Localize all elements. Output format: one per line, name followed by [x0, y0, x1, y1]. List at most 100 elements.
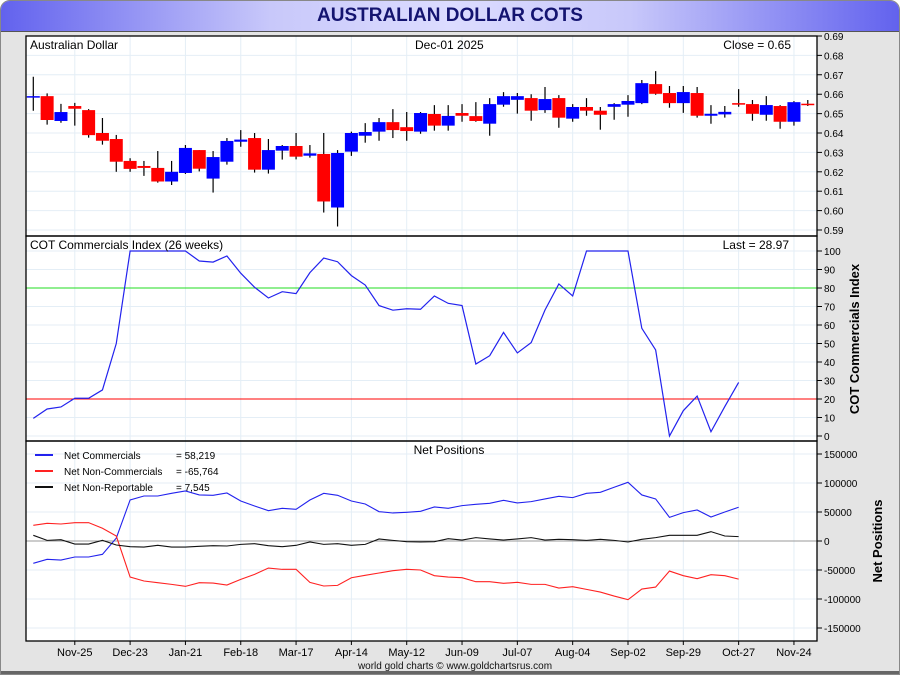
index-tick-label: 50 [824, 340, 836, 351]
panel-frames [25, 35, 818, 642]
net-tick-label: 50000 [824, 508, 852, 519]
x-tick-label: Jan-21 [169, 647, 203, 659]
candle-down [773, 106, 787, 122]
cot-index-title: COT Commercials Index (26 weeks) [30, 238, 223, 252]
candle-up [165, 171, 179, 182]
index-tick-label: 100 [824, 247, 841, 258]
net-commercials-line [33, 481, 739, 564]
price-tick-label: 0.68 [824, 51, 844, 62]
candle-up [538, 99, 552, 111]
index-tick-label: 30 [824, 377, 836, 388]
candle-up [483, 104, 497, 124]
index-tick-label: 60 [824, 321, 836, 332]
candle-down [317, 153, 331, 202]
candle-up [566, 107, 580, 119]
footer-credit: world gold charts © www.goldchartsrus.co… [357, 661, 552, 672]
candle-down [82, 110, 96, 136]
net-tick-label: -100000 [824, 595, 861, 606]
price-tick-label: 0.65 [824, 110, 844, 121]
plot-background [26, 36, 817, 641]
candle-up [303, 153, 317, 156]
candle-up [234, 139, 248, 142]
candle-down [455, 113, 469, 116]
net-tick-label: 0 [824, 537, 830, 548]
candle-down [690, 93, 704, 116]
candle-down [95, 133, 109, 141]
x-tick-label: Nov-25 [57, 647, 92, 659]
candle-down [192, 150, 206, 169]
candle-down [151, 167, 165, 182]
index-tick-label: 80 [824, 284, 836, 295]
price-tick-label: 0.67 [824, 71, 844, 82]
index-tick-label: 70 [824, 303, 836, 314]
legend-label-non-commercials: Net Non-Commercials [64, 467, 162, 478]
x-tick-label: May-12 [388, 647, 425, 659]
index-tick-label: 40 [824, 358, 836, 369]
legend: Net Commercials = 58,219 Net Non-Commerc… [35, 451, 219, 494]
legend-value-commercials: = 58,219 [176, 451, 216, 462]
net-tick-label: -150000 [824, 624, 861, 635]
candle-up [787, 102, 801, 122]
candle-up [275, 145, 289, 151]
candle-down [662, 93, 676, 104]
candle-down [248, 138, 262, 170]
price-tick-label: 0.66 [824, 90, 844, 101]
candle-up [331, 152, 345, 208]
candle-up [178, 147, 192, 173]
price-tick-label: 0.60 [824, 207, 844, 218]
candle-up [414, 113, 428, 132]
legend-label-non-reportable: Net Non-Reportable [64, 483, 153, 494]
marks [26, 71, 817, 601]
candle-up [220, 140, 234, 162]
candle-up [441, 115, 455, 126]
candle-down [68, 106, 82, 109]
candle-up [621, 100, 635, 105]
x-tick-label: Feb-18 [223, 647, 258, 659]
candle-up [497, 96, 511, 105]
candle-down [524, 98, 538, 111]
candle-up [358, 132, 372, 136]
bottom-bar [1, 671, 899, 674]
x-tick-label: Aug-04 [555, 647, 590, 659]
x-tick-label: Apr-14 [335, 647, 368, 659]
legend-value-non-reportable: = 7,545 [176, 483, 210, 494]
candle-up [54, 112, 68, 121]
x-tick-label: Oct-27 [722, 647, 755, 659]
net-positions-axis-title: Net Positions [870, 499, 885, 582]
candle-up [676, 92, 690, 104]
candle-down [552, 98, 566, 118]
legend-label-commercials: Net Commercials [64, 451, 141, 462]
candle-up [261, 150, 275, 170]
index-tick-label: 0 [824, 432, 830, 443]
cot-index-axis-title: COT Commercials Index [847, 263, 862, 414]
candle-up [510, 96, 524, 100]
candle-up [704, 113, 718, 116]
index-tick-label: 90 [824, 266, 836, 277]
net-positions-title: Net Positions [414, 443, 485, 457]
candle-down [469, 116, 483, 121]
candle-up [635, 83, 649, 104]
last-label: Last = 28.97 [723, 238, 790, 252]
close-label: Close = 0.65 [723, 38, 791, 52]
net-non-reportable-line [33, 531, 739, 548]
price-tick-label: 0.69 [824, 32, 844, 43]
x-tick-label: Dec-23 [112, 647, 147, 659]
candle-up [607, 104, 621, 107]
legend-value-non-commercials: = -65,764 [176, 467, 219, 478]
price-tick-label: 0.62 [824, 168, 844, 179]
candle-up [206, 157, 220, 179]
candle-down [289, 145, 303, 157]
x-tick-label: Jul-07 [502, 647, 532, 659]
candle-down [649, 84, 663, 94]
candle-down [137, 165, 151, 168]
chart-title: AUSTRALIAN DOLLAR COTS [317, 5, 583, 26]
title-bar: AUSTRALIAN DOLLAR COTS [1, 1, 899, 32]
candle-up [372, 122, 386, 132]
grid [26, 35, 817, 641]
candle-down [123, 160, 137, 169]
x-tick-label: Nov-24 [776, 647, 811, 659]
price-tick-label: 0.61 [824, 187, 844, 198]
candle-down [427, 113, 441, 126]
